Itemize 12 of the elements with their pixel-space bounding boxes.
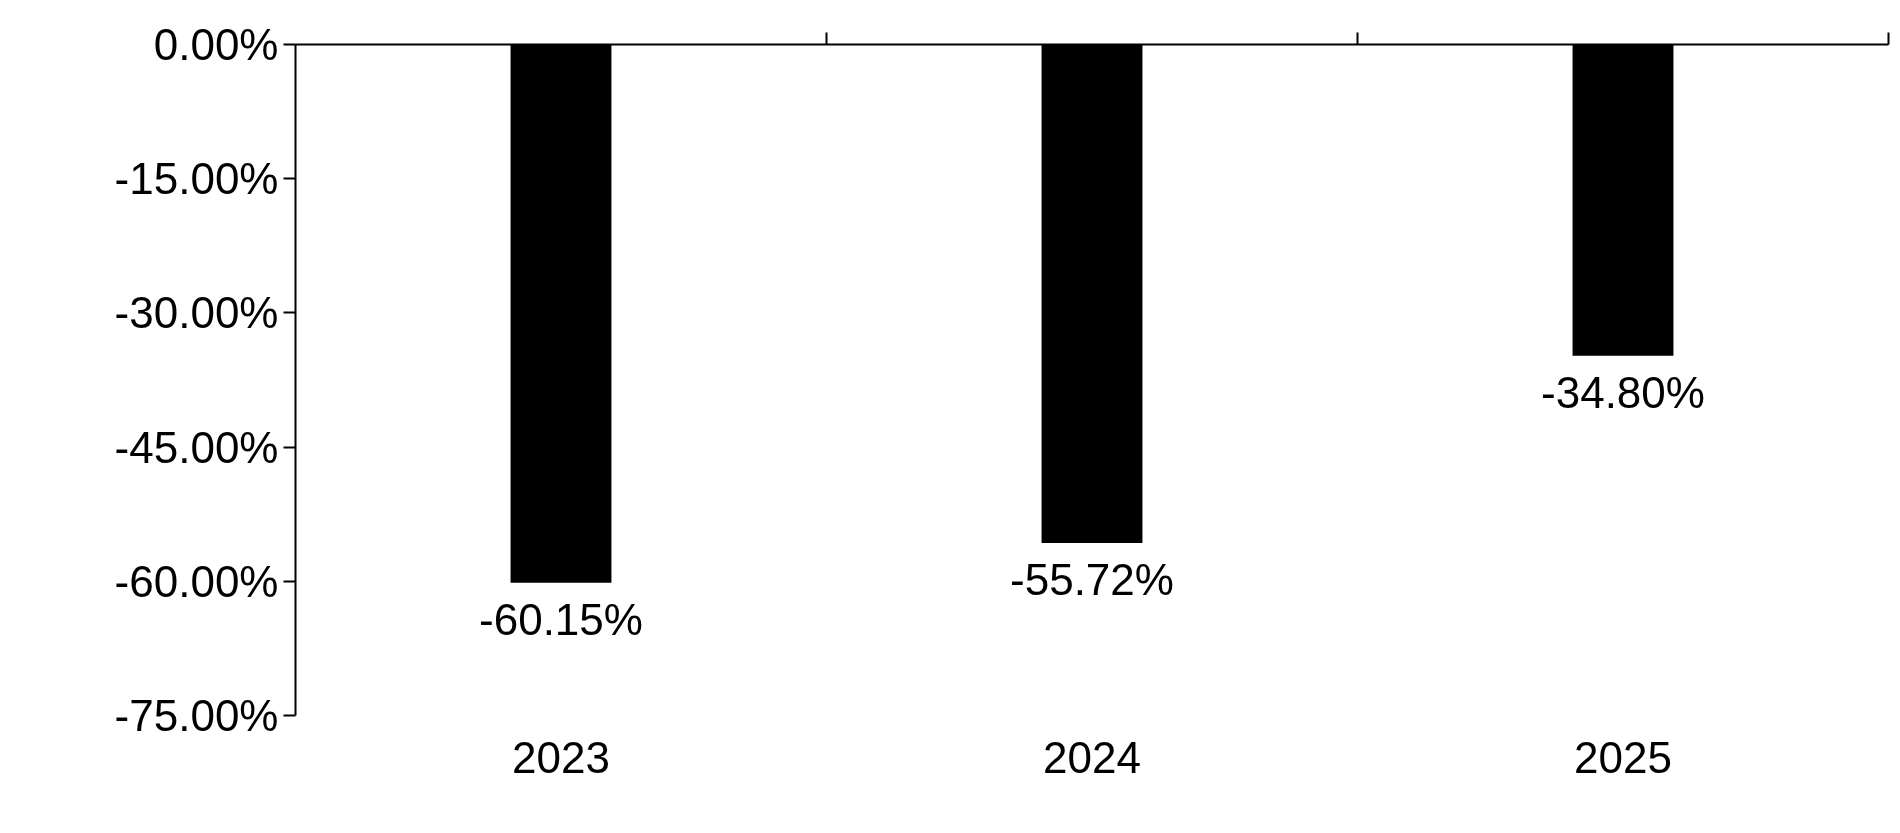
y-tick-label: 0.00% [153,20,279,69]
data-label: -60.15% [479,594,643,644]
x-tick-label: 2024 [1043,732,1141,782]
x-tick-label: 2025 [1574,732,1672,782]
data-label: -55.72% [1010,555,1174,605]
y-tick-label: -45.00% [114,422,279,472]
data-label: -34.80% [1541,367,1705,417]
x-tick-label: 2023 [512,732,610,782]
y-tick-label: -75.00% [114,691,279,740]
y-tick-label: -15.00% [114,154,279,204]
y-tick-label: -60.00% [114,556,279,606]
y-tick-label: -30.00% [114,288,279,338]
